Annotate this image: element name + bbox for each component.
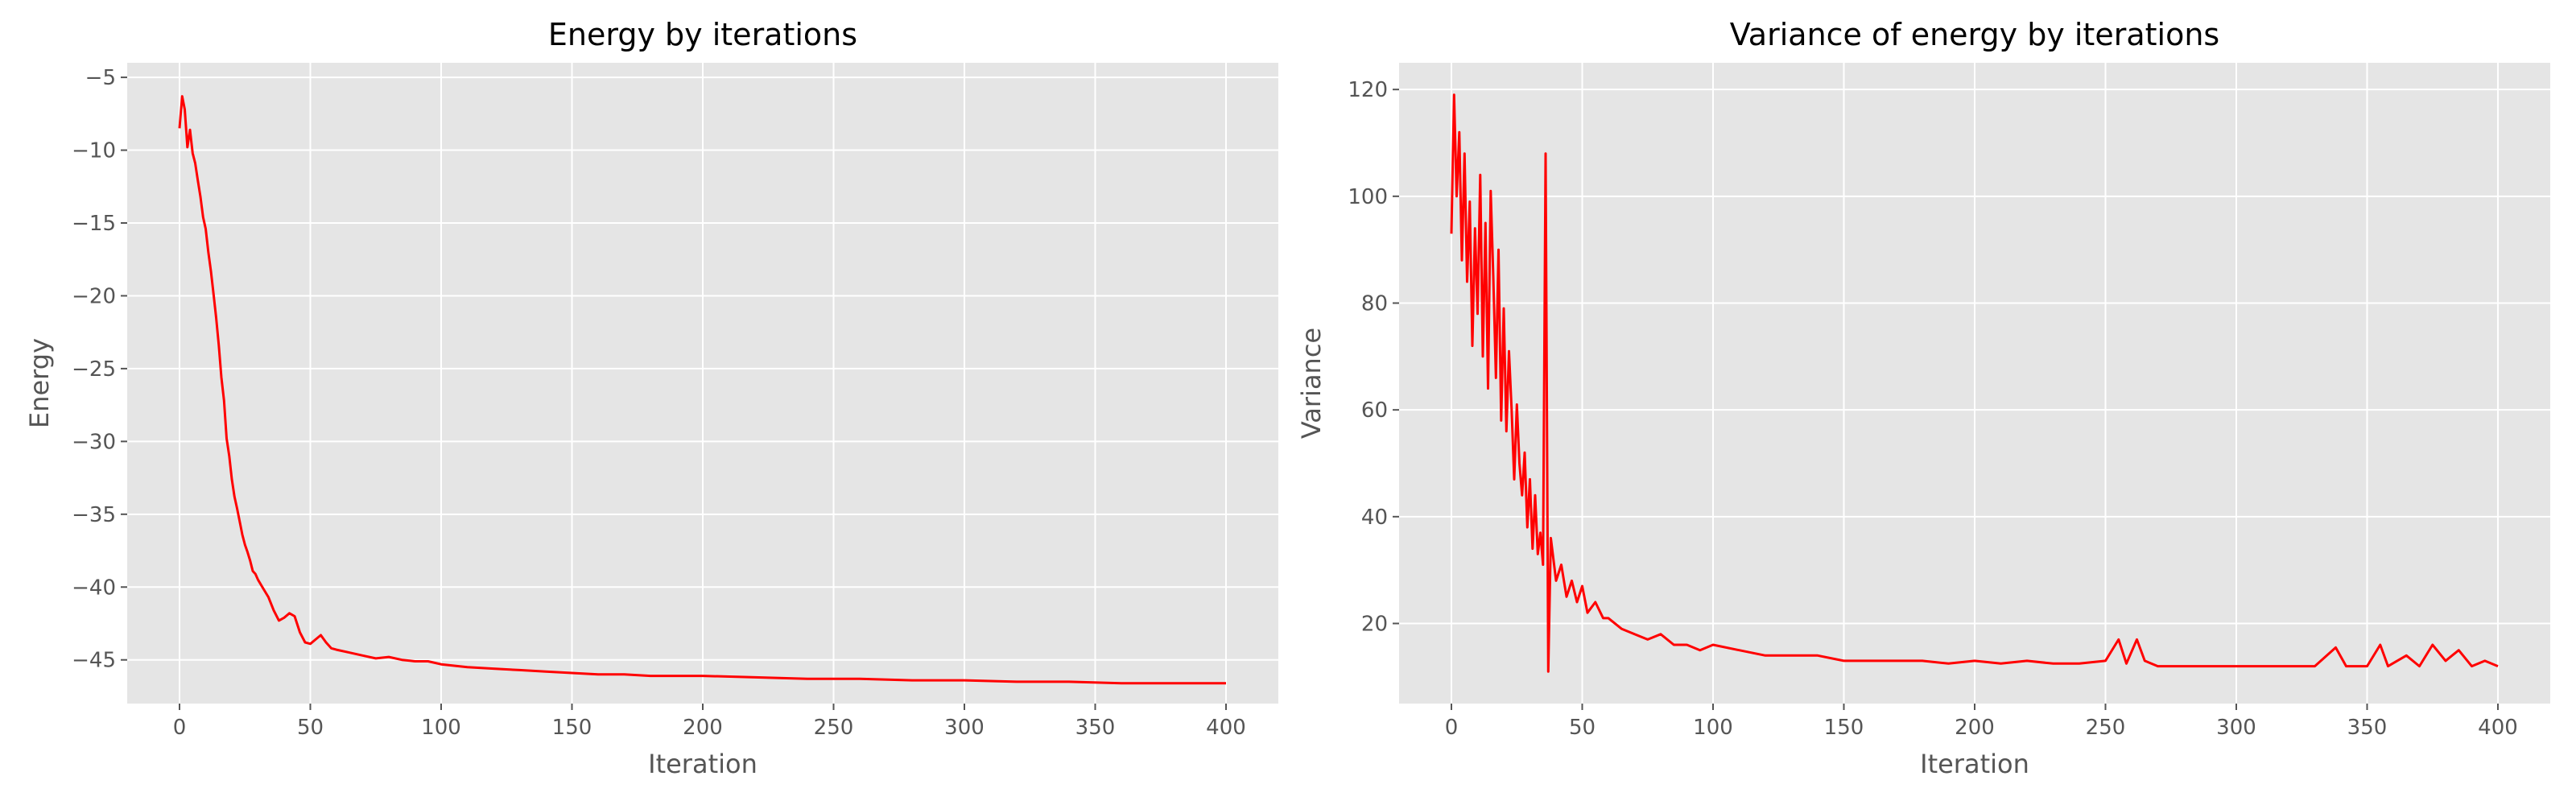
series bbox=[178, 95, 1226, 685]
chart-title: Variance of energy by iterations bbox=[1730, 17, 2219, 52]
grid bbox=[127, 63, 1278, 704]
x-tick-label: 0 bbox=[173, 716, 187, 740]
y-tick-label: 100 bbox=[1348, 185, 1388, 209]
y-tick-label: 120 bbox=[1348, 78, 1388, 102]
series-line-0 bbox=[1450, 93, 2499, 673]
x-tick-label: 400 bbox=[2478, 716, 2518, 740]
chart-title: Energy by iterations bbox=[548, 17, 857, 52]
x-tick-label: 300 bbox=[2216, 716, 2256, 740]
y-tick-label: 20 bbox=[1361, 613, 1388, 637]
x-tick-label: 350 bbox=[1075, 716, 1116, 740]
y-tick-label: −45 bbox=[72, 649, 116, 673]
y-tick-label: −35 bbox=[72, 503, 116, 527]
y-tick-label: −20 bbox=[72, 284, 116, 308]
x-tick-label: 200 bbox=[1955, 716, 1995, 740]
variance-chart-panel: 0 50 100 150 200 250 300 350 400 20 40 60 80 100 120 V… bbox=[1288, 0, 2576, 805]
x-tick-label: 150 bbox=[552, 716, 592, 740]
x-axis-label: Iteration bbox=[648, 749, 758, 779]
x-tick-label: 0 bbox=[1445, 716, 1459, 740]
variance-chart: 0 50 100 150 200 250 300 350 400 20 40 60 80 100 120 V… bbox=[1296, 17, 2550, 779]
series bbox=[1450, 93, 2499, 673]
x-tick-label: 250 bbox=[2086, 716, 2126, 740]
y-tick-label: −30 bbox=[72, 430, 116, 454]
y-axis-label: Variance bbox=[1296, 328, 1327, 439]
y-tick-label: 80 bbox=[1361, 292, 1388, 316]
x-tick-label: 150 bbox=[1824, 716, 1864, 740]
y-tick-label: −5 bbox=[85, 66, 116, 90]
energy-chart-panel: 0 50 100 150 200 250 300 350 400 −45 −40 −35 −30 −25 −… bbox=[24, 17, 1278, 779]
x-tick-label: 350 bbox=[2347, 716, 2388, 740]
x-tick-label: 50 bbox=[1569, 716, 1596, 740]
y-tick-label: 40 bbox=[1361, 506, 1388, 530]
energy-chart: 0 50 100 150 200 250 300 350 400 −45 −40 −35 −30 −25 −… bbox=[24, 17, 1278, 779]
x-axis-label: Iteration bbox=[1920, 749, 2029, 779]
y-tick-label: −40 bbox=[72, 576, 116, 600]
x-tick-label: 50 bbox=[297, 716, 324, 740]
x-tick-label: 100 bbox=[421, 716, 461, 740]
y-tick-label: −15 bbox=[72, 212, 116, 236]
x-tick-label: 300 bbox=[944, 716, 985, 740]
y-tick-label: 60 bbox=[1361, 398, 1388, 423]
x-tick-label: 200 bbox=[683, 716, 723, 740]
series-line-0 bbox=[178, 95, 1226, 685]
y-axis-label: Energy bbox=[24, 338, 55, 428]
x-tick-label: 100 bbox=[1693, 716, 1733, 740]
y-tick-label: −10 bbox=[72, 139, 116, 163]
x-tick-label: 250 bbox=[814, 716, 854, 740]
ticks: 0 50 100 150 200 250 300 350 400 −45 −40 −35 −30 −25 −… bbox=[72, 66, 1246, 740]
y-tick-label: −25 bbox=[72, 357, 116, 382]
grid bbox=[1399, 63, 2550, 704]
ticks: 0 50 100 150 200 250 300 350 400 20 40 60 80 100 120 bbox=[1348, 78, 2517, 740]
x-tick-label: 400 bbox=[1206, 716, 1246, 740]
